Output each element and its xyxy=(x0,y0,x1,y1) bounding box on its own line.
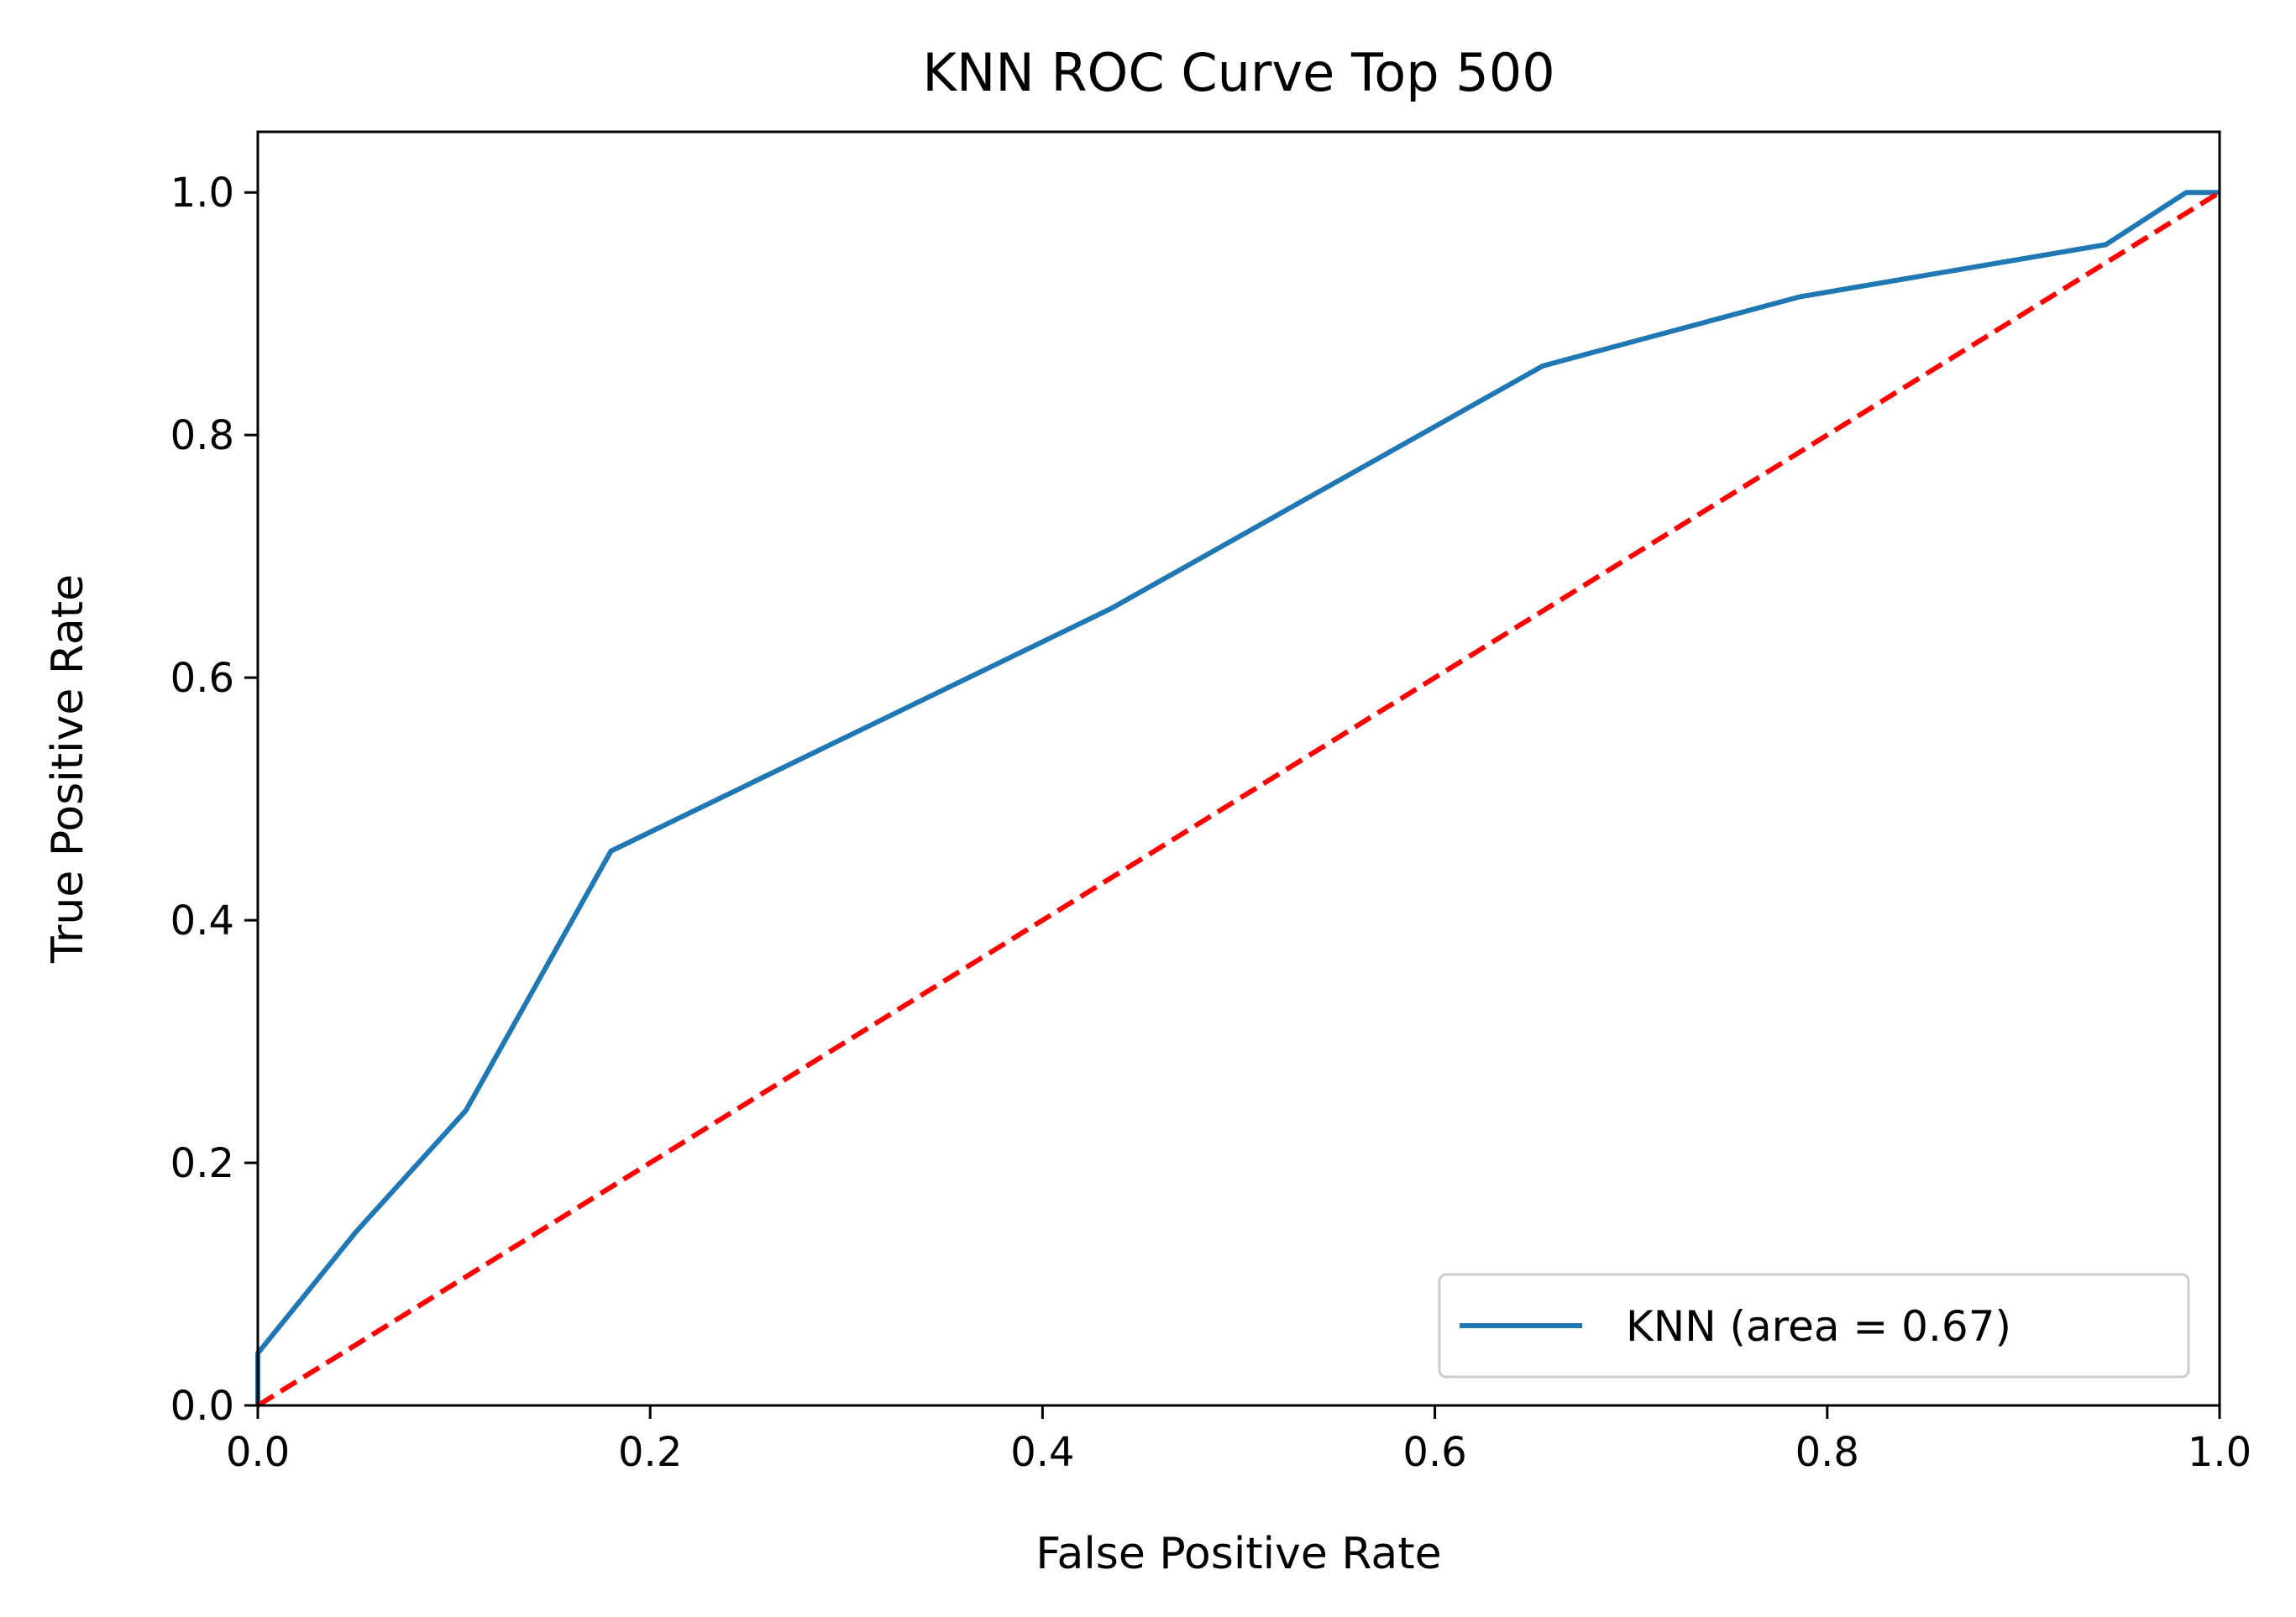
y-tick-label: 0.4 xyxy=(170,897,234,945)
series-layer xyxy=(255,190,2221,1408)
x-axis-label: False Positive Rate xyxy=(1035,1529,1441,1579)
series-line-chance xyxy=(256,190,2221,1408)
x-tick-label: 0.4 xyxy=(1010,1429,1074,1476)
y-tick-label: 0.6 xyxy=(170,655,234,702)
legend-box xyxy=(1438,1273,2190,1379)
y-axis: 0.0 0.2 0.4 0.6 0.8 1.0 xyxy=(170,170,258,1430)
legend-label-knn: KNN (area = 0.67) xyxy=(1626,1302,2011,1351)
plot-area xyxy=(255,130,2221,1408)
x-tick-label: 1.0 xyxy=(2188,1429,2251,1476)
chart-title: KNN ROC Curve Top 500 xyxy=(922,42,1554,103)
y-tick-label: 0.8 xyxy=(170,412,234,459)
x-axis: 0.0 0.2 0.4 0.6 0.8 1.0 xyxy=(226,1405,2251,1476)
x-tick-label: 0.6 xyxy=(1402,1429,1466,1476)
series-line-knn xyxy=(255,190,2220,1405)
y-axis-label: True Positive Rate xyxy=(43,574,93,964)
y-tick-label: 1.0 xyxy=(170,170,234,217)
y-tick-label: 0.2 xyxy=(170,1140,234,1187)
axes-frame xyxy=(256,130,2221,1407)
legend: KNN (area = 0.67) xyxy=(1438,1273,2190,1379)
y-tick-label: 0.0 xyxy=(170,1383,234,1430)
x-tick-label: 0.2 xyxy=(618,1429,682,1476)
x-tick-label: 0.0 xyxy=(226,1429,290,1476)
x-tick-label: 0.8 xyxy=(1795,1429,1859,1476)
